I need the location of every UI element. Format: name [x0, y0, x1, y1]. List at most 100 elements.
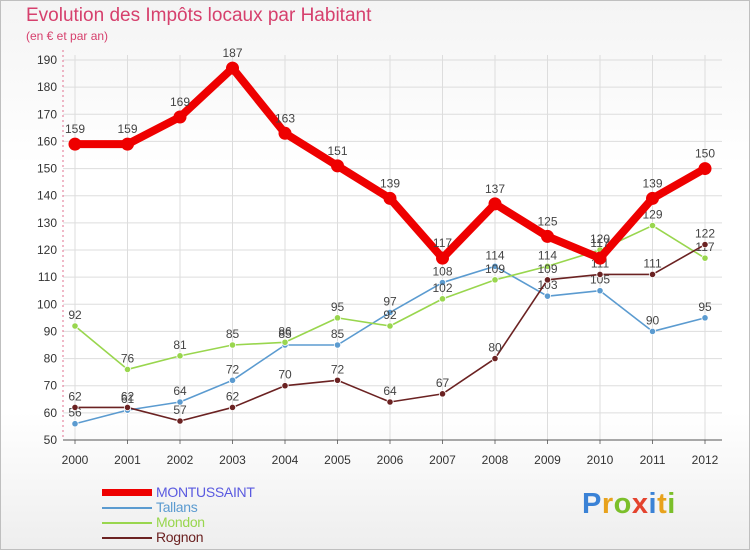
logo-letter: i — [667, 488, 676, 520]
data-point — [543, 262, 552, 270]
data-label: 159 — [117, 122, 137, 136]
data-label: 64 — [383, 384, 397, 398]
data-point — [543, 292, 552, 300]
data-label: 122 — [695, 227, 715, 241]
data-point — [121, 137, 134, 151]
data-point — [123, 403, 132, 412]
y-tick-label: 60 — [44, 406, 58, 420]
data-point — [333, 314, 342, 322]
data-point — [438, 390, 447, 398]
data-point — [491, 276, 499, 284]
x-tick-label: 2009 — [534, 453, 561, 467]
y-tick-label: 160 — [37, 134, 57, 148]
data-label: 117 — [433, 236, 452, 250]
data-point — [333, 376, 342, 384]
data-label: 72 — [226, 362, 240, 376]
data-point — [228, 341, 237, 349]
data-label: 129 — [642, 208, 662, 222]
data-label: 90 — [646, 313, 660, 327]
x-tick-label: 2012 — [692, 453, 719, 467]
x-tick-label: 2001 — [114, 453, 141, 467]
data-label: 67 — [436, 376, 450, 390]
data-point — [386, 398, 394, 406]
logo-letter: r — [601, 488, 614, 520]
data-label: 151 — [327, 144, 347, 158]
data-point — [543, 276, 552, 284]
data-point — [226, 61, 239, 75]
x-tick-label: 2010 — [587, 453, 614, 467]
data-point — [701, 254, 709, 262]
data-label: 56 — [68, 406, 82, 420]
data-label: 120 — [590, 232, 610, 246]
data-point — [71, 403, 79, 412]
data-point — [176, 352, 184, 360]
data-point — [596, 270, 604, 279]
data-point — [646, 191, 659, 205]
legend-label: Mondon — [156, 514, 205, 530]
data-point — [331, 159, 344, 173]
legend-label: Rognon — [156, 529, 204, 545]
data-point — [123, 365, 132, 374]
x-tick-label: 2006 — [377, 453, 404, 467]
series-montussaint: 159 159 169 187 163 151 139 117 137 125 117 139 150 — [65, 46, 715, 265]
data-label: 139 — [380, 176, 400, 190]
legend-swatch — [102, 489, 152, 496]
data-label: 159 — [65, 122, 85, 136]
legend-swatch — [102, 507, 152, 509]
data-point — [438, 295, 447, 303]
data-label: 86 — [278, 324, 292, 338]
y-tick-label: 70 — [44, 379, 58, 393]
data-label: 62 — [121, 389, 135, 403]
data-label: 117 — [590, 236, 609, 250]
data-label: 72 — [331, 362, 345, 376]
data-label: 57 — [173, 403, 187, 417]
data-point — [281, 382, 289, 390]
data-label: 92 — [383, 308, 397, 322]
data-label: 62 — [68, 389, 82, 403]
y-tick-label: 120 — [37, 243, 57, 257]
x-tick-label: 2007 — [429, 453, 456, 467]
series-mondon: 92768185869592102109114120129117 — [68, 208, 715, 374]
data-label: 70 — [278, 368, 292, 382]
data-point — [228, 376, 237, 384]
data-label: 76 — [121, 351, 135, 365]
data-point — [488, 197, 502, 211]
series-rognon: 626257627072646780109111111122 — [68, 227, 715, 425]
x-tick-label: 2005 — [324, 453, 351, 467]
data-label: 114 — [538, 248, 557, 262]
data-label: 85 — [278, 327, 292, 341]
y-tick-label: 80 — [44, 352, 58, 366]
y-tick-label: 150 — [37, 162, 57, 176]
data-label: 64 — [173, 384, 187, 398]
data-point — [386, 308, 394, 317]
data-point — [648, 327, 657, 336]
data-label: 114 — [485, 248, 504, 262]
data-label: 169 — [170, 95, 190, 109]
legend-label: Tallans — [156, 499, 198, 515]
data-label: 111 — [643, 256, 662, 270]
legend-swatch — [102, 522, 152, 524]
y-tick-label: 180 — [37, 80, 57, 94]
logo-letter: x — [631, 488, 649, 520]
x-tick-label: 2002 — [167, 453, 194, 467]
data-label: 61 — [121, 392, 135, 406]
data-point — [176, 417, 184, 425]
data-point — [228, 403, 237, 412]
data-label: 137 — [485, 182, 505, 196]
data-point — [596, 287, 604, 295]
y-tick-label: 100 — [37, 297, 57, 311]
data-point — [333, 341, 342, 349]
legend-swatch — [102, 537, 152, 539]
data-point — [71, 420, 79, 428]
data-label: 62 — [226, 389, 240, 403]
data-label: 105 — [590, 273, 610, 287]
data-point — [386, 322, 394, 330]
data-point — [71, 322, 79, 330]
data-point — [438, 278, 447, 287]
y-tick-label: 170 — [37, 107, 57, 121]
proxiti-logo: Proxiti — [582, 488, 676, 521]
logo-letter: o — [613, 488, 632, 520]
x-tick-label: 2004 — [272, 453, 299, 467]
